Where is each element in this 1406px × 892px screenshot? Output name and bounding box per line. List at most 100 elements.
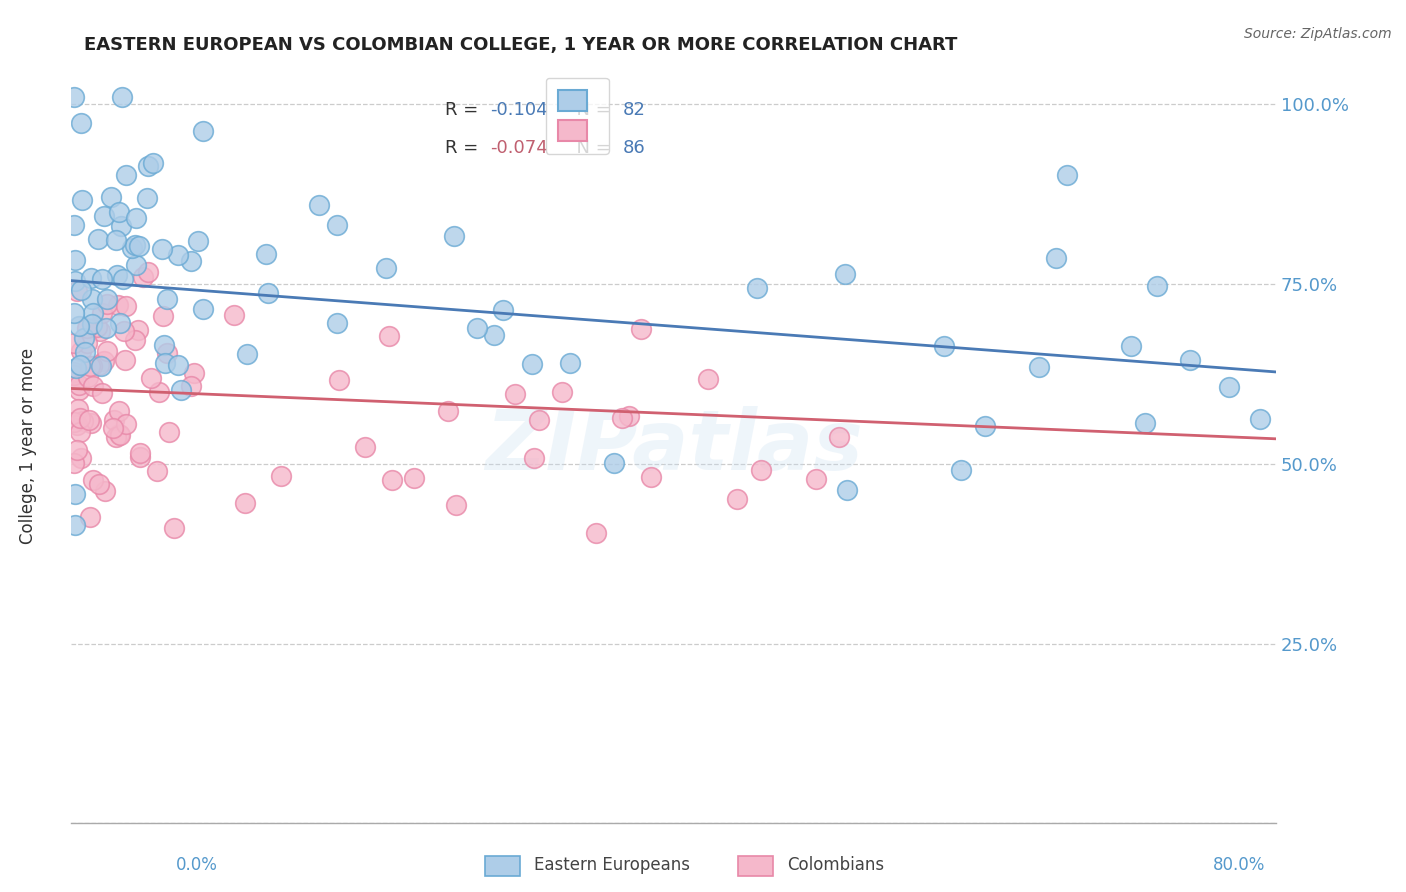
Point: [80, 271, 103, 285]
Point: [166, 358, 188, 372]
Point: [65, 487, 87, 501]
Text: 86: 86: [623, 139, 645, 157]
Legend: , : ,: [546, 78, 609, 153]
Point: [66, 417, 89, 432]
Point: [104, 233, 127, 247]
Point: [82, 473, 104, 487]
Point: [128, 238, 150, 252]
Point: [749, 463, 772, 477]
Point: [156, 292, 179, 306]
Point: [1178, 353, 1201, 368]
Point: [136, 191, 159, 205]
Point: [374, 261, 396, 276]
Text: R =: R =: [444, 139, 484, 157]
Point: [308, 198, 330, 212]
Point: [70, 116, 93, 130]
Point: [139, 371, 162, 385]
Point: [89, 324, 111, 338]
Point: [558, 356, 581, 370]
Point: [63, 336, 86, 351]
Point: [63, 365, 86, 379]
Text: N =: N =: [565, 139, 617, 157]
Point: [170, 383, 193, 397]
Text: 0.0%: 0.0%: [176, 856, 218, 874]
Point: [90, 306, 112, 320]
Text: College, 1 year or more: College, 1 year or more: [20, 348, 37, 544]
Point: [76, 336, 98, 351]
Point: [66, 443, 89, 458]
Point: [183, 366, 205, 380]
Text: -0.104: -0.104: [491, 101, 548, 119]
Point: [1028, 359, 1050, 374]
Point: [150, 242, 173, 256]
Point: [1056, 168, 1078, 182]
Point: [115, 168, 138, 182]
Point: [585, 525, 607, 540]
Point: [112, 324, 135, 338]
Point: [90, 359, 112, 374]
Point: [167, 248, 190, 262]
Point: [67, 384, 90, 398]
Point: [108, 426, 131, 441]
Point: [124, 238, 146, 252]
Point: [180, 254, 202, 268]
Point: [131, 269, 153, 284]
Point: [1218, 380, 1240, 394]
Point: [82, 292, 104, 306]
Point: [65, 253, 87, 268]
Point: [77, 413, 100, 427]
Point: [129, 445, 152, 459]
Text: 80.0%: 80.0%: [1213, 856, 1265, 874]
Point: [63, 368, 86, 382]
Point: [1146, 278, 1168, 293]
Point: [63, 415, 86, 429]
Point: [129, 450, 152, 464]
Text: Source: ZipAtlas.com: Source: ZipAtlas.com: [1244, 27, 1392, 41]
Point: [93, 209, 115, 223]
Point: [82, 359, 104, 374]
Point: [725, 492, 748, 507]
Point: [108, 403, 131, 417]
Point: [257, 286, 280, 301]
Point: [640, 470, 662, 484]
Point: [127, 323, 149, 337]
Point: [79, 359, 101, 373]
Point: [467, 321, 489, 335]
Point: [90, 385, 112, 400]
Point: [157, 425, 180, 439]
Point: [378, 329, 401, 343]
Point: [254, 246, 277, 260]
Point: [224, 309, 246, 323]
Point: [180, 379, 202, 393]
Point: [153, 355, 176, 369]
Point: [103, 421, 125, 435]
Point: [932, 339, 955, 353]
Point: [100, 190, 122, 204]
Point: [136, 160, 159, 174]
Point: [67, 318, 90, 333]
Point: [90, 272, 112, 286]
Point: [73, 344, 96, 359]
Point: [80, 318, 103, 332]
Point: [70, 193, 93, 207]
Point: [87, 232, 110, 246]
Point: [125, 211, 148, 226]
Point: [70, 450, 93, 465]
Point: [63, 274, 86, 288]
Point: [444, 498, 467, 512]
Point: [65, 360, 87, 375]
Point: [96, 297, 118, 311]
Point: [82, 306, 104, 320]
Point: [235, 347, 257, 361]
Text: N =: N =: [565, 101, 617, 119]
Point: [114, 352, 136, 367]
Point: [696, 372, 718, 386]
Point: [110, 219, 132, 234]
Point: [63, 306, 86, 320]
Point: [107, 297, 129, 311]
Point: [66, 284, 89, 298]
Point: [163, 521, 186, 535]
Point: [1133, 416, 1156, 430]
Point: [69, 411, 91, 425]
Point: [124, 333, 146, 347]
